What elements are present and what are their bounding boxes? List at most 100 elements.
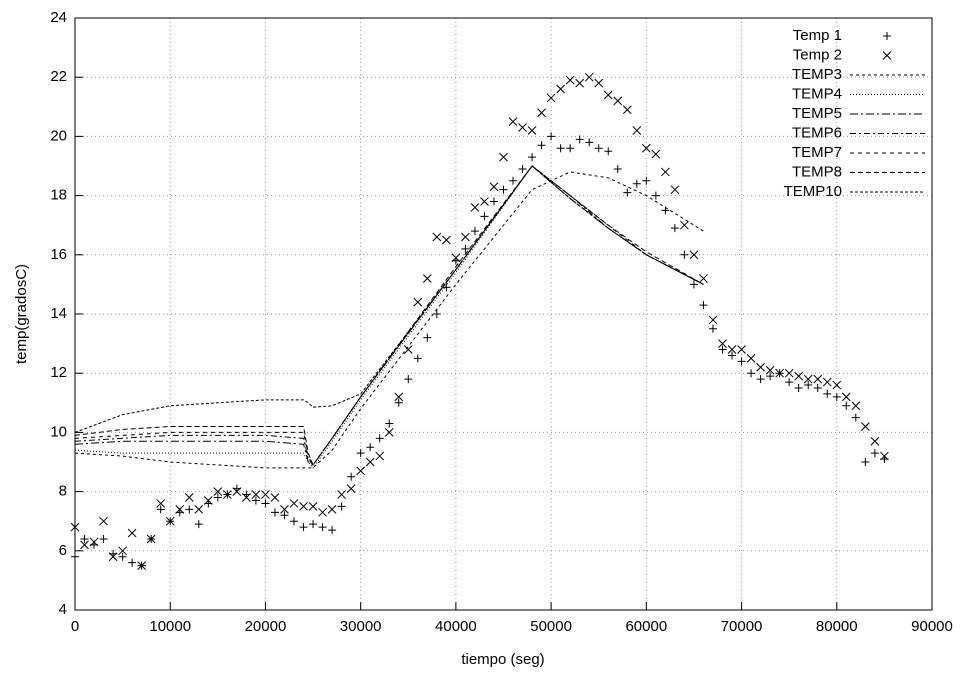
- data-point: [470, 203, 480, 212]
- data-point: [508, 117, 518, 126]
- data-point: [442, 283, 451, 292]
- data-point: [651, 149, 661, 159]
- data-point: [870, 436, 880, 446]
- data-point: [365, 457, 375, 467]
- data-point: [851, 401, 861, 411]
- legend-label: TEMP5: [792, 105, 842, 122]
- data-point: [556, 144, 565, 153]
- legend-label: TEMP7: [792, 144, 842, 161]
- data-point: [290, 517, 299, 526]
- x-tick-label: 30000: [340, 618, 382, 635]
- data-point: [432, 232, 442, 242]
- y-tick-label: 22: [50, 68, 67, 85]
- legend-label: Temp 1: [793, 27, 842, 44]
- y-axis-label: temp(gradosC): [13, 264, 30, 364]
- data-point: [509, 176, 518, 185]
- data-point: [442, 235, 451, 245]
- data-point: [623, 188, 632, 197]
- x-tick-label: 20000: [245, 618, 287, 635]
- data-point: [708, 315, 718, 325]
- data-point: [470, 227, 479, 236]
- data-point: [394, 392, 404, 402]
- data-point: [566, 144, 575, 153]
- data-point: [775, 368, 784, 378]
- y-tick-label: 4: [59, 601, 67, 618]
- x-tick-label: 0: [71, 618, 79, 635]
- data-point: [203, 496, 213, 505]
- data-point: [728, 351, 737, 360]
- data-point: [613, 164, 622, 173]
- x-tick-label: 10000: [149, 618, 191, 635]
- data-point: [756, 375, 765, 384]
- y-tick-label: 14: [50, 305, 67, 322]
- series-line: [74, 165, 704, 469]
- legend-label: TEMP4: [792, 85, 842, 102]
- data-point: [766, 372, 775, 381]
- series-line: [74, 165, 704, 466]
- data-point: [280, 505, 289, 514]
- series-line: [74, 165, 704, 433]
- data-point: [584, 72, 594, 82]
- data-point: [432, 310, 441, 318]
- data-point: [71, 552, 79, 561]
- data-point: [375, 434, 384, 443]
- data-point: [737, 357, 746, 366]
- data-point: [165, 516, 175, 526]
- data-point: [794, 371, 804, 381]
- data-point: [642, 176, 651, 185]
- data-point: [832, 380, 842, 390]
- data-point: [537, 108, 546, 118]
- data-point: [689, 250, 699, 260]
- x-tick-label: 70000: [721, 618, 763, 635]
- data-point: [184, 493, 194, 502]
- data-point: [404, 375, 413, 384]
- data-point: [803, 374, 813, 384]
- data-point: [823, 389, 832, 398]
- data-point: [689, 280, 698, 289]
- data-point: [80, 534, 89, 543]
- legend-marker: [882, 51, 892, 60]
- y-tick-label: 18: [50, 187, 67, 204]
- data-point: [747, 369, 756, 378]
- data-point: [746, 354, 756, 363]
- data-point: [289, 499, 299, 508]
- data-point: [670, 224, 679, 233]
- data-point: [718, 339, 727, 348]
- data-point: [575, 78, 585, 88]
- data-point: [337, 490, 346, 499]
- data-point: [813, 374, 823, 384]
- data-point: [413, 354, 422, 363]
- data-point: [242, 493, 251, 502]
- x-axis-label: tiempo (seg): [461, 651, 544, 668]
- data-point: [727, 345, 737, 354]
- data-point: [128, 558, 137, 567]
- data-point: [861, 458, 870, 466]
- data-point: [480, 197, 489, 206]
- legend-label: Temp 2: [793, 46, 842, 63]
- data-point: [251, 490, 261, 499]
- series-line: [74, 171, 704, 469]
- y-tick-label: 20: [50, 127, 67, 144]
- data-point: [785, 378, 794, 387]
- data-point: [461, 244, 470, 253]
- data-point: [632, 179, 641, 188]
- data-point: [347, 472, 356, 481]
- data-point: [299, 523, 308, 532]
- data-point: [547, 132, 556, 141]
- data-point: [480, 212, 489, 221]
- data-point: [537, 141, 546, 150]
- data-point: [603, 90, 613, 100]
- data-point: [356, 449, 365, 458]
- data-point: [680, 220, 689, 230]
- data-point: [70, 522, 80, 532]
- data-point: [385, 419, 394, 428]
- data-point: [651, 191, 660, 200]
- y-tick-label: 24: [50, 9, 67, 26]
- data-point: [99, 516, 108, 526]
- data-point: [489, 197, 498, 206]
- data-point: [261, 490, 270, 499]
- data-point: [622, 105, 632, 115]
- data-point: [423, 333, 432, 342]
- data-point: [518, 164, 527, 173]
